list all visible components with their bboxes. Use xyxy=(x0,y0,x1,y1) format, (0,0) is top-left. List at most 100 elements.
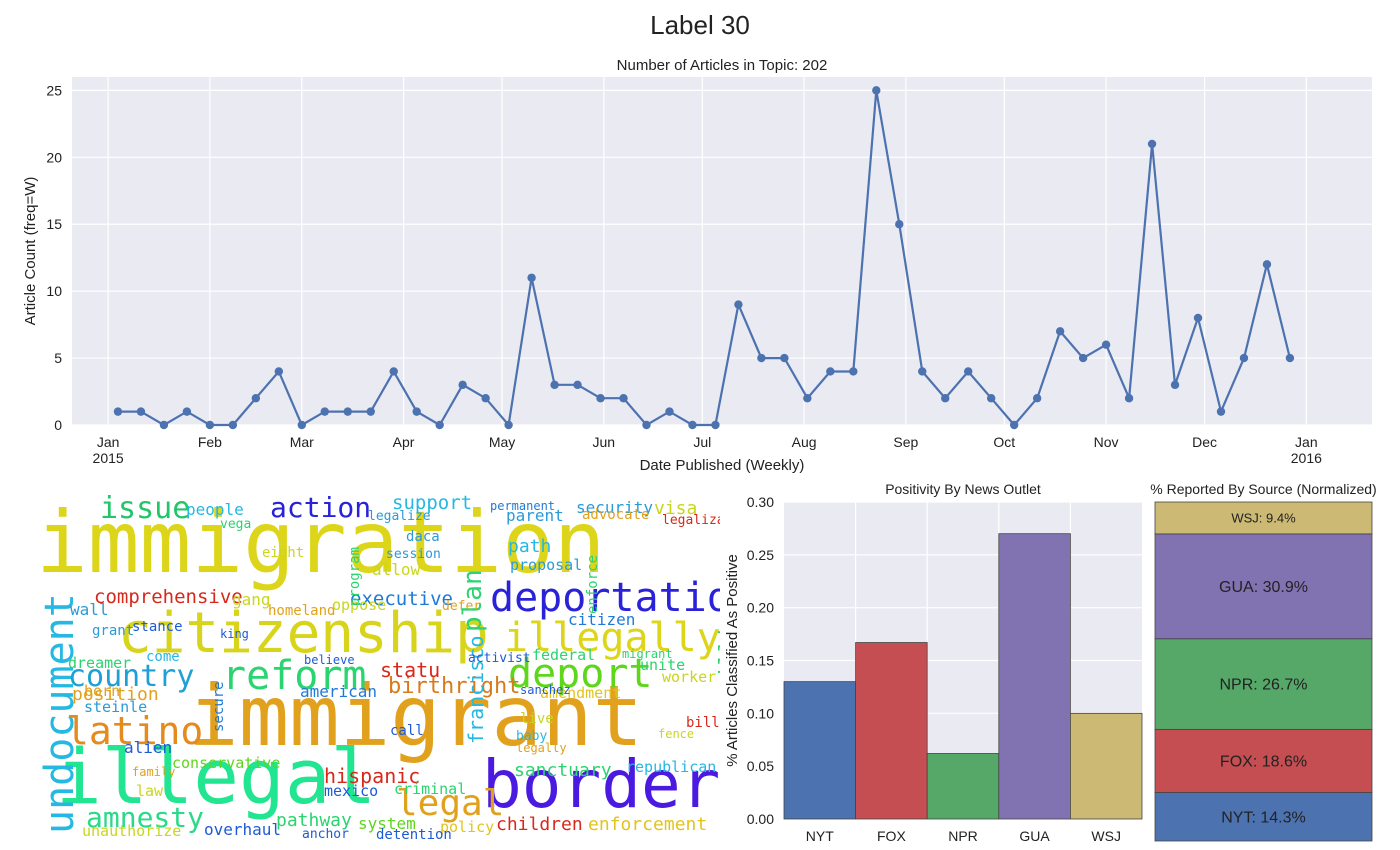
line-point xyxy=(642,420,651,430)
word-cloud-word: vega xyxy=(220,517,252,532)
line-point xyxy=(1124,394,1134,403)
line-point xyxy=(527,273,536,282)
line-point xyxy=(228,420,238,430)
word-cloud-word: deportation xyxy=(490,575,720,621)
word-cloud-word: legally xyxy=(516,741,567,755)
bar-x-tick-label: FOX xyxy=(877,828,906,844)
line-x-tick-label: Aug xyxy=(792,434,817,450)
word-cloud-word: statu xyxy=(380,658,441,682)
bar-x-tick-label: GUA xyxy=(1019,828,1050,844)
stack-segment-nyt xyxy=(1154,792,1373,842)
word-cloud-word: enforcement xyxy=(588,814,708,835)
line-point xyxy=(826,367,835,376)
word-cloud-word: security xyxy=(576,498,654,517)
line-point xyxy=(849,367,858,376)
line-y-tick-label: 0 xyxy=(54,417,62,433)
word-cloud-word: republican xyxy=(626,758,717,776)
word-cloud-word: live xyxy=(520,711,554,727)
line-point xyxy=(803,394,812,403)
word-cloud-word: people xyxy=(186,500,244,519)
word-cloud-word: birthright xyxy=(388,674,521,699)
line-x-tick-label: Sep xyxy=(893,434,918,450)
word-cloud-word: homeland xyxy=(268,603,336,619)
line-x-tick-label: Apr xyxy=(393,434,415,450)
word-cloud-word: immigrant xyxy=(188,667,644,765)
word-cloud-word: executive xyxy=(350,588,453,610)
line-x-tick-label: Feb xyxy=(198,434,222,450)
bar-y-tick-label: 0.30 xyxy=(747,494,774,510)
stack-segment-label: NPR: 26.7% xyxy=(1219,677,1307,694)
word-cloud-word: border xyxy=(482,746,720,823)
word-cloud-word: program xyxy=(347,546,363,606)
line-point xyxy=(757,353,766,363)
word-cloud-word: latino xyxy=(66,709,204,753)
word-cloud-word: legalize xyxy=(368,509,431,524)
word-cloud-word: sanctuary xyxy=(514,760,612,781)
line-point xyxy=(481,394,490,403)
word-cloud: immigration immigrant border illegal citizen… xyxy=(36,494,720,842)
line-point xyxy=(872,86,881,95)
line-point xyxy=(435,420,444,430)
line-point xyxy=(1285,353,1295,363)
word-cloud-word: issue xyxy=(100,494,191,526)
bar-y-tick-label: 0.20 xyxy=(747,600,774,616)
stack-chart-title: % Reported By Source (Normalized) xyxy=(1150,481,1376,497)
line-x-tick-sublabel: 2016 xyxy=(1291,450,1322,466)
word-cloud-word: action xyxy=(270,494,372,524)
stack-segment-npr xyxy=(1154,638,1373,730)
line-point xyxy=(182,407,192,416)
line-x-tick-sublabel: 2015 xyxy=(93,450,124,466)
word-cloud-word: oppose xyxy=(332,596,387,614)
word-cloud-word: believe xyxy=(304,653,355,667)
stack-segment-label: NYT: 14.3% xyxy=(1221,809,1305,826)
bar-y-tick-label: 0.15 xyxy=(747,653,774,669)
line-point xyxy=(573,380,582,390)
word-cloud-word: permanent xyxy=(490,499,556,513)
word-cloud-word: unite xyxy=(640,656,686,674)
bar-npr xyxy=(926,753,1000,820)
line-point xyxy=(1055,327,1065,336)
line-point xyxy=(504,420,513,430)
word-cloud-word: worker xyxy=(662,668,717,686)
line-x-tick-label: Oct xyxy=(993,434,1015,450)
bar-y-tick-label: 0.05 xyxy=(747,758,774,774)
line-x-tick-label: Mar xyxy=(290,434,314,450)
line-x-tick-label: Jul xyxy=(693,434,711,450)
line-point xyxy=(1078,353,1088,363)
word-cloud-word: support xyxy=(392,494,473,514)
line-point xyxy=(136,407,146,416)
word-cloud-word: dreamer xyxy=(68,654,132,672)
line-point xyxy=(1170,380,1180,390)
word-cloud-word: deport xyxy=(508,651,653,697)
line-point xyxy=(113,407,123,416)
line-plot-area xyxy=(72,77,1372,425)
stack-segment-wsj xyxy=(1154,501,1373,535)
bar-y-tick-label: 0.10 xyxy=(747,705,774,721)
word-cloud-word: family xyxy=(132,765,176,779)
word-cloud-word: pathway xyxy=(276,810,352,831)
line-point xyxy=(619,394,628,403)
word-cloud-word: children xyxy=(496,814,583,835)
word-cloud-word: law xyxy=(136,782,164,800)
line-point xyxy=(297,420,306,430)
bar-nyt xyxy=(783,681,856,820)
word-cloud-word: comprehensive xyxy=(94,586,243,608)
word-cloud-word: stance xyxy=(132,619,183,635)
word-cloud-word: million xyxy=(716,599,720,692)
line-point xyxy=(665,407,674,416)
line-x-tick-label: Jan xyxy=(1295,434,1318,450)
line-point xyxy=(986,394,996,403)
bar-gua xyxy=(998,533,1071,820)
word-cloud-word: detention xyxy=(376,827,452,842)
word-cloud-word: defer xyxy=(442,599,482,614)
line-x-tick-label: Jan xyxy=(97,434,120,450)
word-cloud-word: session xyxy=(386,547,441,562)
line-x-tick-label: Dec xyxy=(1192,434,1217,450)
word-cloud-word: come xyxy=(146,649,180,665)
bar-chart-title: Positivity By News Outlet xyxy=(885,481,1041,497)
word-cloud-word: sanchez xyxy=(520,683,571,697)
line-point xyxy=(389,367,398,376)
word-cloud-word: illegally xyxy=(504,615,720,661)
word-cloud-word: bill xyxy=(686,715,720,731)
line-point xyxy=(458,380,467,390)
